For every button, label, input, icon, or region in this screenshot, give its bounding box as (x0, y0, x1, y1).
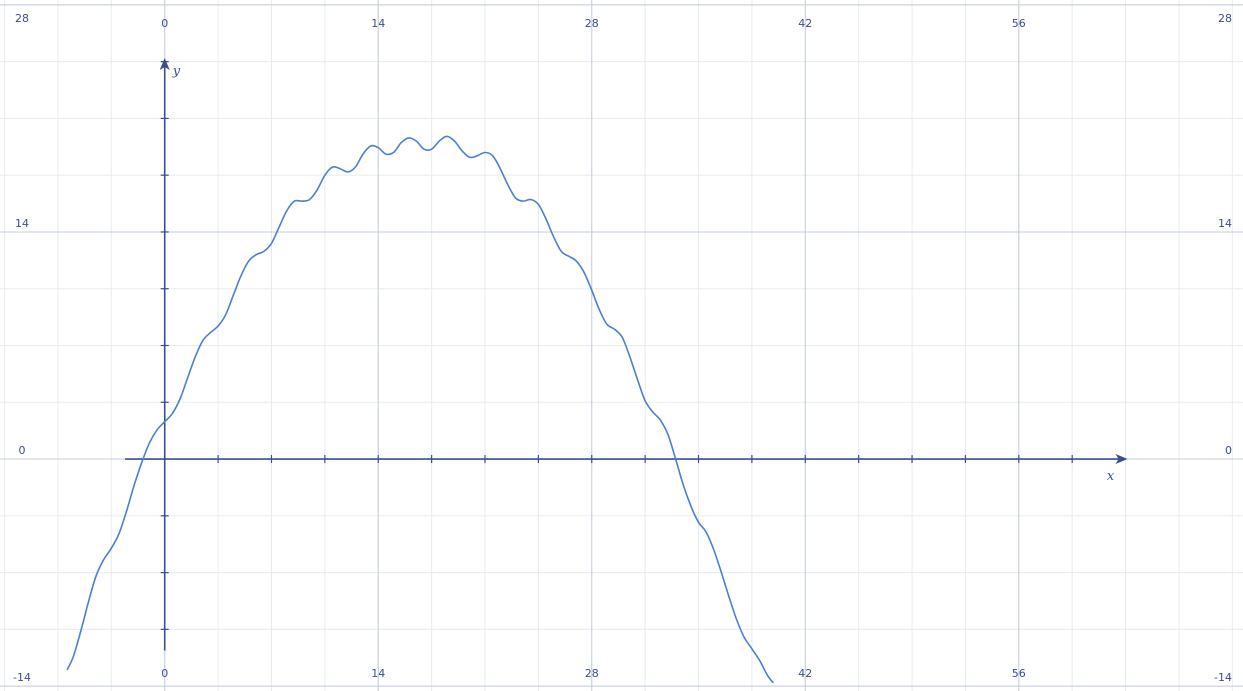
y-axis-label: y (172, 64, 181, 79)
y-tick-label-left: 28 (15, 12, 29, 25)
x-tick-label-bottom: 42 (798, 667, 812, 680)
x-axis-label: x (1107, 469, 1115, 484)
y-tick-label-left: -14 (13, 671, 31, 684)
tick-labels: 0 0 14 14 28 28 42 42 56 56 -14 -14 0 0 14 14 28 28 (13, 12, 1232, 684)
curve-series (66, 135, 774, 684)
x-tick-label-bottom: 28 (585, 667, 599, 680)
axes (125, 58, 1128, 651)
x-tick-label-top: 56 (1012, 17, 1026, 30)
x-tick-label-top: 28 (585, 17, 599, 30)
x-tick-label-bottom: 0 (161, 667, 168, 680)
y-tick-label-right: 0 (1225, 444, 1232, 457)
y-tick-label-left: 0 (19, 444, 26, 457)
y-axis-arrow (159, 58, 170, 71)
y-tick-label-right: 14 (1218, 217, 1232, 230)
x-axis-arrow (1115, 454, 1128, 465)
x-tick-label-top: 0 (161, 17, 168, 30)
x-tick-label-top: 42 (798, 17, 812, 30)
series-line (66, 135, 774, 684)
x-tick-label-top: 14 (371, 17, 385, 30)
x-tick-label-bottom: 14 (371, 667, 385, 680)
x-tick-label-bottom: 56 (1012, 667, 1026, 680)
y-tick-label-right: -14 (1214, 671, 1232, 684)
y-tick-label-left: 14 (15, 217, 29, 230)
y-tick-label-right: 28 (1218, 12, 1232, 25)
